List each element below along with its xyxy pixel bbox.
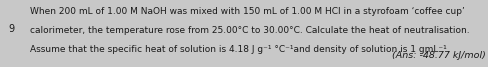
Text: When 200 mL of 1.00 M NaOH was mixed with 150 mL of 1.00 M HCl in a styrofoam ‘c: When 200 mL of 1.00 M NaOH was mixed wit… xyxy=(30,7,464,16)
Text: 9: 9 xyxy=(8,24,14,34)
Text: calorimeter, the temperature rose from 25.00°C to 30.00°C. Calculate the heat of: calorimeter, the temperature rose from 2… xyxy=(30,26,468,35)
Text: Assume that the specific heat of solution is 4.18 J g⁻¹ °C⁻¹and density of solut: Assume that the specific heat of solutio… xyxy=(30,45,448,54)
Text: (Ans: -48.77 kJ/mol): (Ans: -48.77 kJ/mol) xyxy=(391,51,485,60)
